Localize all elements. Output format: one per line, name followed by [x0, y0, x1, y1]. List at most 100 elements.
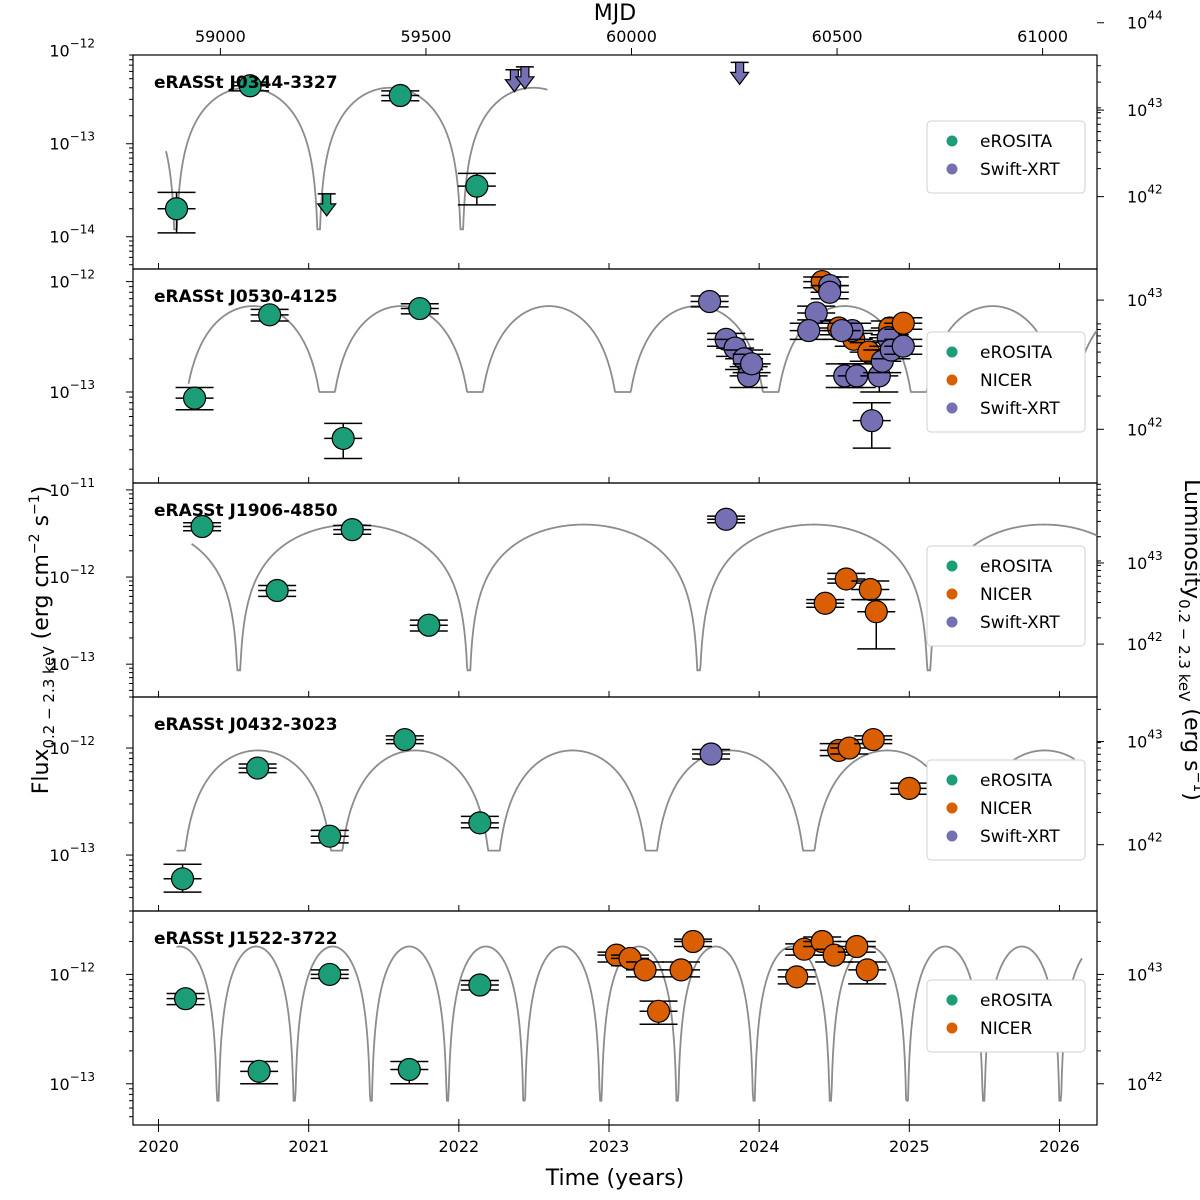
- legend-marker: [946, 560, 958, 572]
- luminosity-tick-label: 1042: [1127, 183, 1163, 207]
- marker: [897, 776, 921, 800]
- legend-label: eROSITA: [980, 557, 1053, 577]
- tick-label-exponent: −12: [70, 960, 95, 974]
- marker: [258, 303, 282, 327]
- upper-limit-swift: [729, 61, 750, 86]
- tick-label-base: 10: [49, 228, 69, 247]
- data-point-erosita: [457, 172, 496, 206]
- right-y-axis-label: Luminosity0.2 − 2.3 keV (erg s−1): [1175, 479, 1200, 801]
- tick-label-exponent: 42: [1147, 630, 1162, 644]
- tick-label-exponent: −12: [70, 268, 95, 282]
- data-point-erosita: [390, 1057, 429, 1085]
- marker: [468, 811, 492, 835]
- legend-label: Swift-XRT: [980, 613, 1060, 633]
- legend-box: [926, 545, 1086, 647]
- year-tick-label: 2024: [739, 1137, 780, 1156]
- legend-box: [926, 759, 1086, 861]
- legend-marker: [946, 374, 958, 386]
- tick-label-exponent: −12: [70, 563, 95, 577]
- mjd-tick-label: 59500: [400, 27, 451, 46]
- legend-marker: [946, 830, 958, 842]
- data-point-swift: [732, 352, 771, 376]
- flux-tick-label: 10−13: [49, 841, 95, 865]
- marker: [646, 999, 671, 1023]
- marker: [397, 1057, 421, 1082]
- data-point-nicer: [639, 999, 678, 1026]
- marker: [408, 296, 432, 321]
- data-point-erosita: [324, 422, 363, 460]
- marker: [714, 507, 738, 531]
- tick-label-exponent: 42: [1147, 831, 1162, 845]
- upper-limit-arrow: [504, 69, 525, 93]
- legend-label: Swift-XRT: [980, 160, 1060, 180]
- panel-data: [183, 507, 1097, 672]
- year-tick-label: 2026: [1039, 1137, 1080, 1156]
- flux-tick-label: 10−12: [49, 37, 95, 61]
- marker: [891, 311, 915, 335]
- marker: [170, 867, 195, 891]
- marker: [818, 280, 842, 304]
- tick-label-exponent: −13: [70, 378, 95, 392]
- data-point-nicer: [848, 958, 887, 985]
- legend-label: Swift-XRT: [980, 827, 1060, 847]
- data-point-erosita: [400, 296, 439, 321]
- tick-label-base: 10: [1127, 101, 1147, 120]
- luminosity-tick-label: 1042: [1127, 630, 1163, 654]
- legend-marker: [946, 616, 958, 628]
- data-point-nicer: [884, 311, 923, 335]
- right-y-axis: 1042 1043: [1097, 921, 1163, 1094]
- legend-marker: [946, 994, 958, 1006]
- data-point-nicer: [777, 965, 816, 989]
- legend: eROSITA NICER Swift-XRT: [926, 545, 1086, 647]
- tick-label-base: 10: [49, 135, 69, 154]
- legend-label: eROSITA: [980, 132, 1053, 152]
- data-point-erosita: [310, 824, 349, 848]
- data-point-swift: [852, 401, 891, 449]
- marker: [740, 352, 764, 376]
- data-point-nicer: [837, 934, 876, 959]
- marker: [318, 824, 342, 848]
- tick-label-base: 10: [1127, 554, 1147, 573]
- legend-marker: [946, 135, 958, 147]
- tick-label-base: 10: [49, 965, 69, 984]
- marker: [830, 318, 854, 343]
- data-point-erosita: [175, 386, 214, 411]
- mjd-tick-label: 60000: [606, 27, 657, 46]
- marker: [834, 567, 858, 591]
- tick-label-exponent: 43: [1147, 960, 1162, 974]
- tick-label-exponent: −13: [70, 130, 95, 144]
- bottom-year-axis: 2020 2021 2022 2023 2024 2025 2026: [138, 1125, 1080, 1156]
- legend-marker: [946, 402, 958, 414]
- luminosity-tick-label: 1043: [1127, 960, 1163, 984]
- tick-label-base: 10: [1127, 733, 1147, 752]
- data-point-swift: [692, 742, 731, 766]
- data-point-erosita: [258, 578, 297, 603]
- luminosity-tick-label: 1042: [1127, 1070, 1163, 1094]
- marker: [246, 756, 270, 780]
- top-x-axis-label: MJD: [594, 1, 636, 26]
- marker: [864, 600, 888, 624]
- data-point-nicer: [806, 591, 845, 615]
- year-tick-label: 2023: [589, 1137, 630, 1156]
- legend-label: eROSITA: [980, 343, 1053, 363]
- legend-label: NICER: [980, 585, 1032, 605]
- data-point-nicer: [662, 958, 701, 982]
- data-point-erosita: [250, 303, 289, 327]
- marker: [190, 514, 214, 539]
- upper-limit-erosita: [316, 193, 337, 217]
- panel-data: [166, 929, 1083, 1102]
- flux-tick-label: 10−13: [49, 1070, 95, 1094]
- legend-marker: [946, 774, 958, 786]
- luminosity-tick-label: 1043: [1127, 286, 1163, 310]
- tick-label-base: 10: [49, 655, 69, 674]
- legend-label: eROSITA: [980, 991, 1053, 1011]
